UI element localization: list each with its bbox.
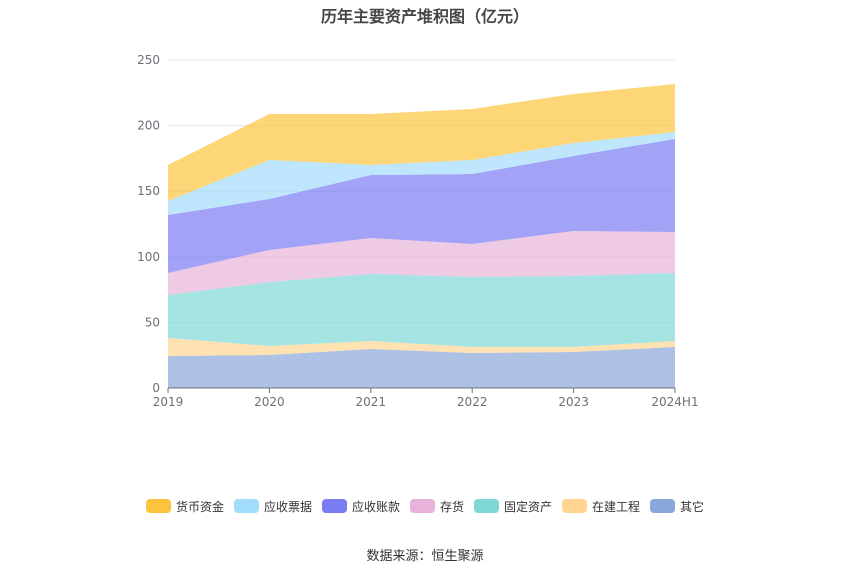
legend-swatch <box>321 499 347 513</box>
area-cash <box>168 84 675 202</box>
chart-title: 历年主要资产堆积图（亿元） <box>320 7 529 26</box>
legend-swatch <box>650 499 676 513</box>
y-tick-label: 200 <box>137 119 160 133</box>
x-tick-label: 2019 <box>153 395 184 409</box>
legend-label: 应收票据 <box>263 499 312 514</box>
area-accounts-receivable <box>168 138 675 273</box>
legend-swatch <box>562 499 588 513</box>
legend-label: 其它 <box>680 499 705 514</box>
legend-label: 存货 <box>439 499 464 514</box>
x-tick-label: 2021 <box>356 395 387 409</box>
x-axis: 2019 2020 2021 2022 2023 2024H1 <box>153 387 699 409</box>
x-tick-label: 2023 <box>558 395 589 409</box>
legend-swatch <box>409 499 435 513</box>
area-construction-in-progress <box>168 338 675 356</box>
legend-label: 应收账款 <box>351 499 400 514</box>
area-fixed-assets <box>168 272 675 347</box>
legend-item-fixed-assets[interactable]: 固定资产 <box>474 498 552 514</box>
x-tick-label: 2020 <box>254 395 285 409</box>
y-tick-label: 150 <box>137 184 160 198</box>
legend-item-construction-in-progress[interactable]: 在建工程 <box>562 498 640 514</box>
legend-swatch <box>233 499 259 513</box>
y-tick-label: 50 <box>145 315 160 329</box>
y-tick-label: 0 <box>152 381 160 395</box>
legend-item-accounts-receivable[interactable]: 应收账款 <box>321 498 400 514</box>
legend-item-other[interactable]: 其它 <box>650 498 704 514</box>
legend-item-inventory[interactable]: 存货 <box>409 498 464 514</box>
x-tick-label: 2022 <box>457 395 488 409</box>
y-axis: 0 50 100 150 200 250 <box>137 53 160 395</box>
legend-item-cash[interactable]: 货币资金 <box>145 498 224 514</box>
legend-swatch <box>145 499 171 513</box>
area-other <box>168 346 675 388</box>
y-tick-label: 100 <box>137 250 160 264</box>
y-tick-label: 250 <box>137 53 160 67</box>
data-source: 数据来源：恒生聚源 <box>366 549 484 564</box>
area-notes-receivable <box>168 132 675 215</box>
legend: 货币资金 应收票据 应收账款 存货 固定资产 在建工程 其它 <box>0 498 850 514</box>
x-tick-label: 2024H1 <box>651 395 698 409</box>
area-layers <box>168 84 675 388</box>
legend-item-notes-receivable[interactable]: 应收票据 <box>233 498 312 514</box>
legend-label: 固定资产 <box>504 499 553 514</box>
legend-label: 在建工程 <box>592 499 641 514</box>
legend-label: 货币资金 <box>175 499 224 514</box>
area-inventory <box>168 230 675 295</box>
legend-swatch <box>474 499 499 513</box>
